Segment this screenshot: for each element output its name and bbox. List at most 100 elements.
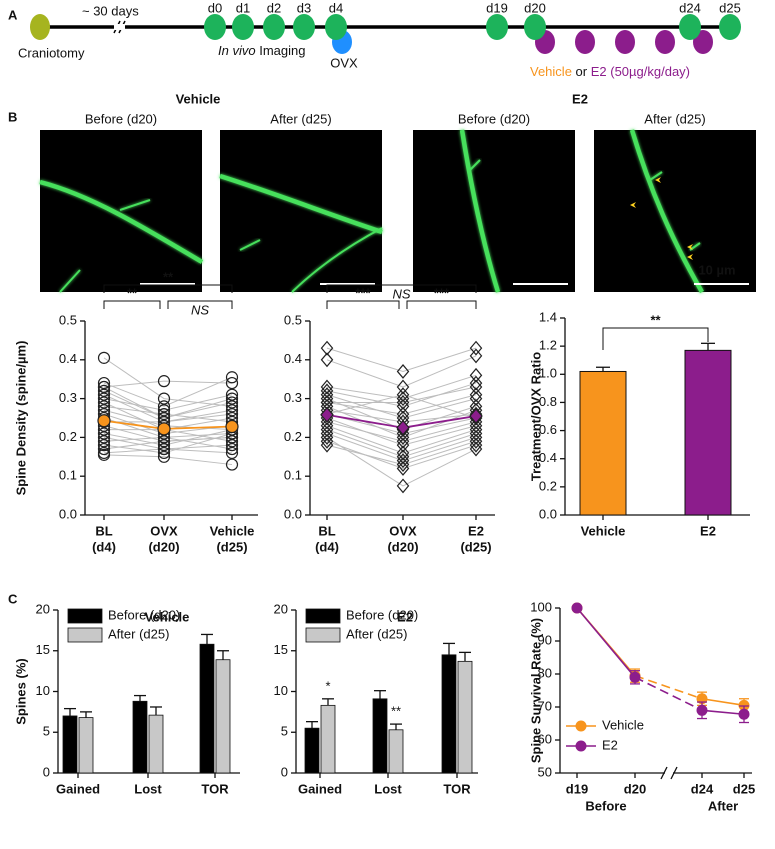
data-point <box>696 704 708 716</box>
data-point <box>157 400 171 413</box>
x-tick-sublabel: (d20) <box>148 539 179 554</box>
data-point <box>469 422 483 438</box>
data-point <box>97 380 111 394</box>
y-tick-label: 10 <box>274 683 288 698</box>
y-tick-label: 0 <box>43 764 50 779</box>
data-point <box>396 449 410 465</box>
significance-bracket <box>103 284 233 293</box>
bar <box>215 659 231 774</box>
x-tick-label: d24 <box>691 781 714 796</box>
data-point <box>396 433 410 449</box>
individual-line <box>327 386 477 403</box>
day-label: d0 <box>208 0 222 15</box>
legend-swatch <box>305 608 341 624</box>
y-tick-label: 0.1 <box>284 468 302 483</box>
individual-line <box>103 386 233 419</box>
data-point <box>320 391 334 407</box>
individual-line <box>326 347 477 372</box>
individual-line <box>103 357 233 407</box>
x-tick-sublabel: (d25) <box>216 539 247 554</box>
individual-line <box>103 436 233 450</box>
bar <box>62 715 78 774</box>
data-point <box>225 442 239 456</box>
imaging-day-marker <box>524 14 546 40</box>
arrowhead <box>655 177 661 183</box>
dendrite <box>649 171 663 181</box>
individual-line <box>326 382 477 407</box>
imaging-day-marker <box>204 14 226 40</box>
y-tick-label: 15 <box>274 642 288 657</box>
data-point <box>320 433 334 449</box>
individual-line <box>326 436 477 487</box>
dendrite <box>39 179 204 264</box>
arrowhead <box>687 254 693 260</box>
dendrite <box>239 239 261 251</box>
individual-line <box>103 454 233 466</box>
individual-line <box>103 429 233 446</box>
data-point <box>157 404 171 417</box>
data-point <box>469 367 483 383</box>
individual-line <box>326 417 477 446</box>
x-tick-label: BL <box>318 523 335 538</box>
individual-line <box>103 380 233 388</box>
treatment-label: Vehicle or E2 (50µg/kg/day) <box>530 64 690 79</box>
data-point <box>225 439 239 452</box>
significance-label: ** <box>391 704 401 719</box>
data-point <box>97 376 111 390</box>
data-point <box>396 364 410 379</box>
dendrite <box>219 173 383 235</box>
treatment-marker <box>655 30 675 54</box>
dendrite <box>629 129 704 294</box>
craniotomy-label: Craniotomy <box>18 45 85 60</box>
legend-label: After (d25) <box>108 626 169 641</box>
y-tick-label: 20 <box>36 601 50 616</box>
y-tick-label: 50 <box>538 764 552 779</box>
individual-line <box>326 433 477 462</box>
data-point <box>320 414 334 430</box>
legend-label: Before (d20) <box>346 607 418 622</box>
image-label: Before (d20) <box>458 111 530 126</box>
data-point <box>97 414 111 428</box>
series-segment <box>701 697 745 707</box>
series-segment <box>701 709 745 716</box>
y-tick-label: 80 <box>538 665 552 680</box>
y-tick-label: 0.2 <box>539 478 557 493</box>
dendrite <box>469 159 481 171</box>
image-group-title: E2 <box>572 91 588 106</box>
data-point <box>320 340 334 356</box>
y-tick-label: 0.1 <box>59 468 77 483</box>
individual-line <box>326 429 477 458</box>
data-point <box>396 445 410 461</box>
y-tick-label: 0.4 <box>539 450 557 465</box>
y-tick-label: 15 <box>36 642 50 657</box>
x-tick-sublabel: (d4) <box>315 539 339 554</box>
imaging-day-marker <box>232 14 254 40</box>
y-tick-label: 90 <box>538 632 552 647</box>
data-point <box>469 375 483 391</box>
data-point <box>469 340 483 356</box>
data-point <box>97 446 111 460</box>
data-point <box>738 699 750 711</box>
legend-marker <box>575 740 587 752</box>
imaging-day-marker <box>486 14 508 40</box>
treatment-part: Vehicle <box>530 64 572 79</box>
legend-marker <box>575 720 587 732</box>
y-tick-label: 0.8 <box>539 394 557 409</box>
data-point <box>225 419 239 434</box>
x-tick-label: d19 <box>566 781 588 796</box>
micrograph <box>413 130 575 292</box>
data-point <box>157 435 171 448</box>
data-point <box>469 429 483 445</box>
data-point <box>225 392 239 405</box>
data-point <box>571 602 583 614</box>
data-point <box>97 388 111 401</box>
data-point <box>157 446 171 460</box>
data-point <box>157 408 171 421</box>
y-tick-label: 5 <box>43 724 50 739</box>
significance-label: *** <box>355 285 371 300</box>
bar <box>372 698 388 774</box>
legend-swatch <box>67 627 103 643</box>
data-point <box>225 396 239 409</box>
legend-label: Before (d20) <box>108 607 180 622</box>
ovx-label: OVX <box>330 55 358 70</box>
